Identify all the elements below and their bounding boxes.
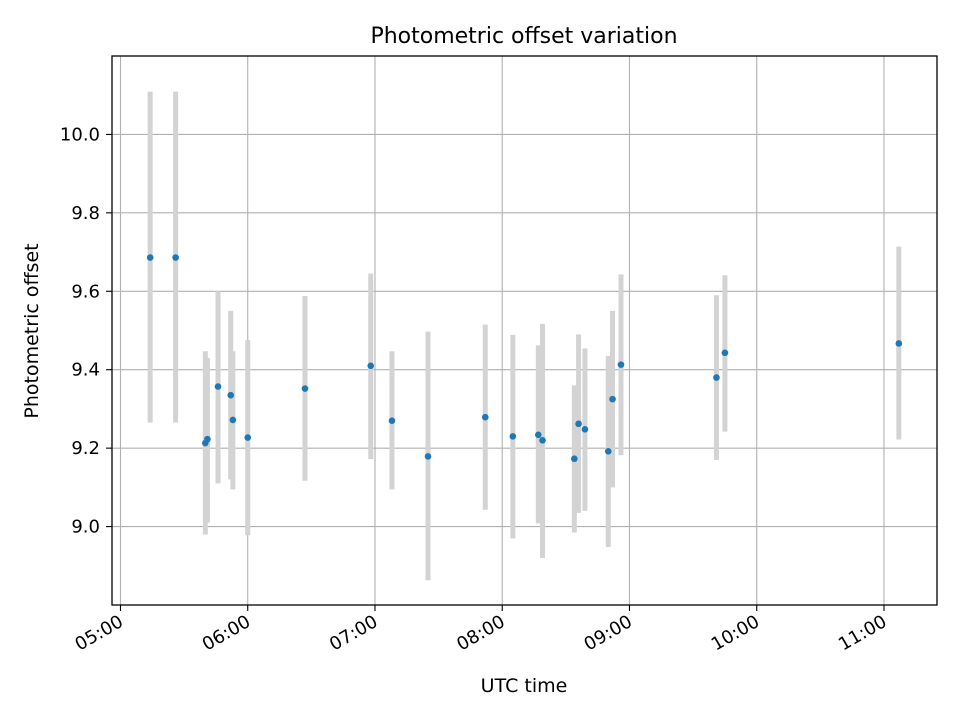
data-point bbox=[581, 426, 589, 433]
y-tick-label: 9.8 bbox=[71, 203, 100, 224]
chart-title: Photometric offset variation bbox=[370, 24, 677, 49]
data-points bbox=[146, 254, 903, 463]
y-tick-label: 10.0 bbox=[60, 124, 100, 145]
x-axis-label: UTC time bbox=[481, 675, 568, 697]
plot-frame bbox=[111, 55, 938, 606]
data-point bbox=[713, 374, 720, 381]
data-point bbox=[509, 433, 517, 440]
grid bbox=[112, 56, 937, 605]
data-point bbox=[229, 416, 237, 424]
data-point bbox=[571, 455, 578, 463]
y-axis-label: Photometric offset bbox=[21, 243, 43, 418]
y-tick-label: 9.0 bbox=[71, 517, 100, 538]
data-point bbox=[214, 383, 222, 390]
data-point bbox=[301, 385, 309, 392]
data-point bbox=[895, 340, 903, 347]
data-point bbox=[227, 391, 235, 399]
data-point bbox=[721, 349, 729, 357]
y-tick-label: 9.4 bbox=[71, 360, 100, 381]
data-point bbox=[172, 254, 179, 261]
data-point bbox=[367, 362, 375, 370]
y-axis-ticks: 9.0 9.2 9.4 9.6 9.8 10.0 bbox=[60, 124, 112, 538]
data-point bbox=[617, 361, 625, 368]
data-point bbox=[534, 431, 542, 439]
data-point bbox=[424, 453, 432, 460]
data-point bbox=[481, 413, 489, 421]
y-tick-label: 9.2 bbox=[71, 438, 100, 459]
data-point bbox=[244, 434, 252, 441]
data-point bbox=[609, 395, 616, 403]
data-point bbox=[575, 420, 582, 428]
data-point bbox=[146, 254, 154, 261]
data-point bbox=[204, 435, 211, 443]
data-point bbox=[388, 417, 396, 424]
data-point bbox=[604, 447, 612, 455]
data-point bbox=[539, 437, 546, 444]
y-tick-label: 9.6 bbox=[71, 281, 100, 302]
